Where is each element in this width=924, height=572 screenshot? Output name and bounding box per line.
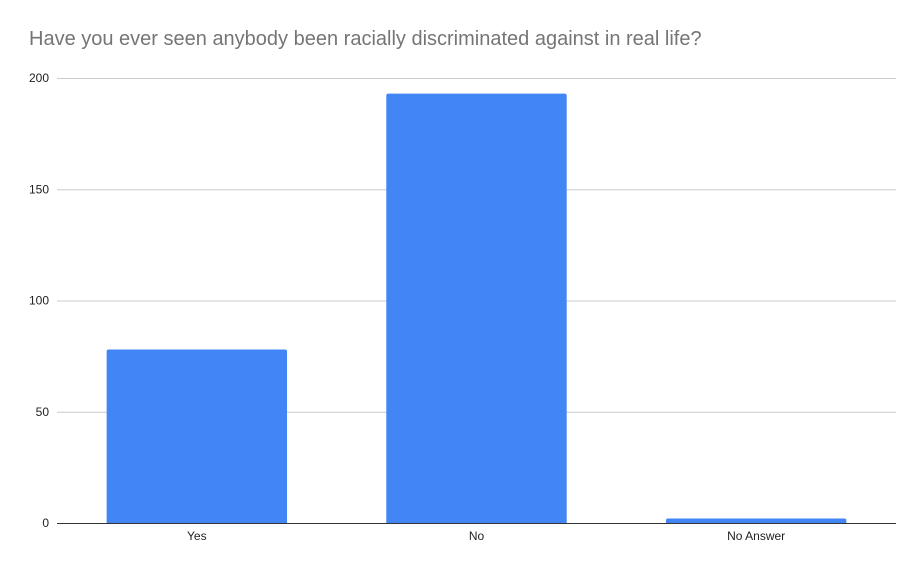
y-tick-label: 150 — [29, 182, 49, 196]
y-tick-label: 200 — [29, 71, 49, 85]
y-tick-label: 50 — [36, 405, 50, 419]
tick-labels: 0 50 100 150 200 Yes No No Answer — [29, 71, 785, 543]
y-tick-label: 100 — [29, 294, 49, 308]
bar-no-answer — [665, 518, 847, 523]
bars — [106, 93, 847, 523]
x-tick-label: No Answer — [727, 529, 785, 543]
bar-yes — [106, 349, 288, 523]
chart-title: Have you ever seen anybody been racially… — [29, 28, 702, 50]
x-tick-label: Yes — [187, 529, 207, 543]
y-tick-label: 0 — [42, 516, 49, 530]
x-tick-label: No — [469, 529, 485, 543]
bar-no — [386, 93, 567, 523]
